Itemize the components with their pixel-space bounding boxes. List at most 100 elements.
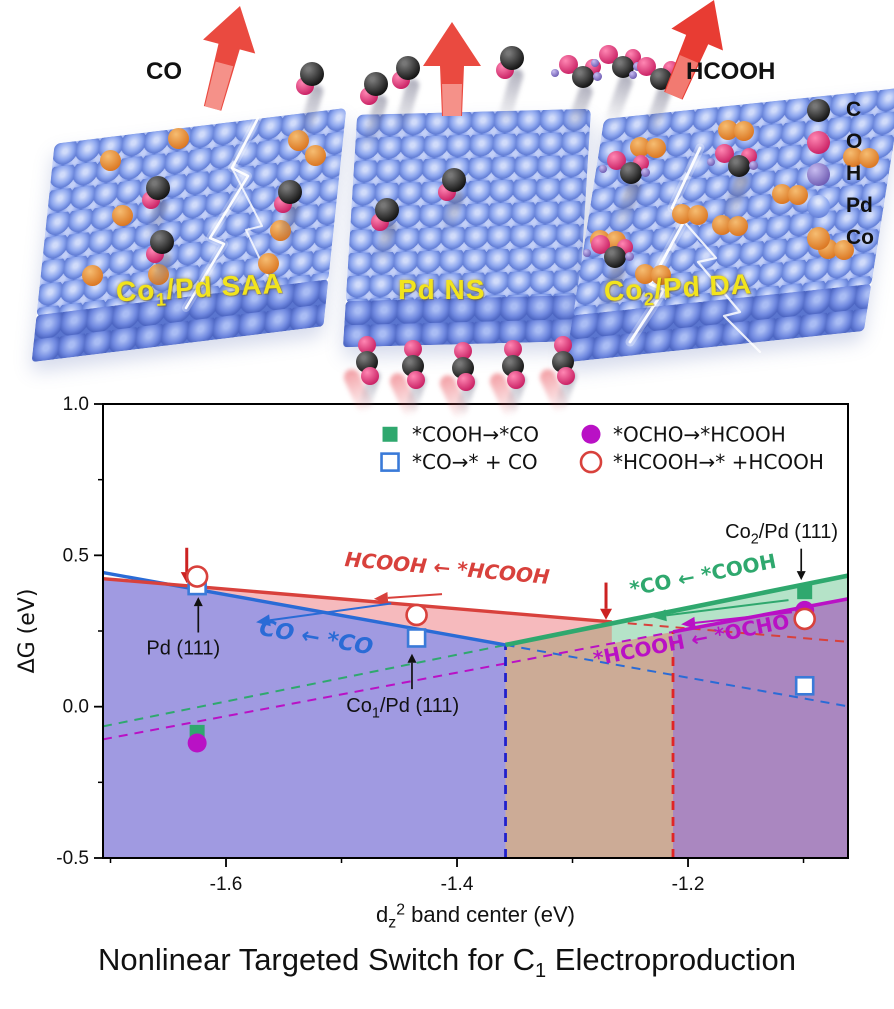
c-atom [364, 72, 388, 96]
atom-legend-row: H [807, 158, 886, 190]
h-atom-icon [807, 162, 830, 186]
o-atom [454, 342, 472, 360]
pd-atom-icon [807, 194, 830, 218]
o-atom [407, 371, 425, 389]
hcooh-release-arrow [664, 0, 723, 100]
svg-text:dz2 band center (eV): dz2 band center (eV) [376, 902, 575, 932]
atom-symbol: H [846, 162, 862, 185]
atom-color-legend: C O H Pd Co [807, 94, 886, 254]
c-atom [612, 56, 634, 78]
svg-text:*OCHO→*HCOOH: *OCHO→*HCOOH [613, 422, 786, 446]
atom-legend-row: Pd [807, 190, 886, 222]
product-label-co: CO [146, 58, 182, 85]
atom-legend-row: Co [807, 222, 886, 254]
o-atom [507, 371, 525, 389]
o-atom [496, 61, 514, 79]
c-atom [356, 351, 378, 373]
data-point-marker [185, 565, 209, 588]
o-atom [559, 55, 578, 74]
data-point-marker [794, 675, 815, 696]
c-atom [452, 357, 474, 379]
slab-pd-ns [342, 108, 592, 348]
svg-text:Co1/Pd (111): Co1/Pd (111) [346, 695, 459, 721]
data-point-marker [406, 628, 427, 648]
c-atom [300, 62, 324, 86]
hcooh-desorption-line-extrapolated [611, 620, 849, 643]
c-atom [396, 56, 420, 80]
free-energy-chart: -1.6 -1.4 -1.2 1.0 0.5 0.0 -0.5 dz2 band center… [15, 394, 849, 932]
o-atom [557, 367, 575, 385]
svg-text:-1.4: -1.4 [441, 874, 474, 895]
svg-text:-1.2: -1.2 [672, 874, 705, 895]
atom-legend-row: C [807, 94, 886, 126]
c-atom [402, 355, 424, 377]
h-atom [629, 71, 637, 79]
svg-text:-1.6: -1.6 [210, 874, 243, 895]
co-desorption-line-extrapolated [505, 643, 849, 708]
c-atom-icon [807, 98, 830, 122]
svg-text:*CO→* + CO: *CO→* + CO [412, 450, 538, 474]
svg-text:*COOH→*CO: *COOH→*CO [412, 422, 539, 446]
ocho-to-hcooh-line-extrapolated [102, 630, 674, 741]
phase-regions [103, 575, 848, 858]
hcooh-energy-region [165, 584, 612, 645]
svg-text:0.0: 0.0 [63, 697, 89, 718]
o-atom [360, 87, 378, 105]
svg-text:HCOOH ← *HCOOH: HCOOH ← *HCOOH [344, 547, 551, 589]
o-atom [625, 49, 641, 65]
atom-symbol: Co [846, 226, 874, 249]
data-point-marker [187, 733, 207, 753]
slab-co1-pd-saa [31, 107, 347, 363]
o-atom [392, 71, 410, 89]
hcooh-selective-region [673, 598, 848, 858]
atom-symbol: C [846, 98, 862, 121]
chart-legend: *COOH→*CO *CO→* + CO *OCHO→*HCOOH *HCOOH→* … [380, 422, 824, 474]
o-atom [663, 61, 679, 77]
data-point-marker [793, 607, 816, 631]
c-atom [572, 66, 594, 88]
cooh-to-co-line [505, 573, 849, 648]
o-atom-icon [807, 130, 830, 154]
o-atom [637, 57, 656, 76]
svg-text:*HCOOH→* +HCOOH: *HCOOH→* +HCOOH [613, 450, 824, 474]
co-release-arrow [203, 6, 256, 111]
svg-text:1.0: 1.0 [63, 394, 89, 415]
atom-symbol: Pd [846, 194, 873, 217]
o-atom [599, 45, 618, 64]
svg-text:-0.5: -0.5 [56, 848, 89, 869]
o-atom [457, 373, 475, 391]
figure-caption: Nonlinear Targeted Switch for C1 Electro… [97, 942, 797, 983]
h-atom [591, 59, 599, 67]
h-atom [671, 74, 680, 83]
cooh-energy-region [611, 575, 848, 644]
h-atom [633, 62, 642, 71]
c-atom [502, 355, 524, 377]
product-label-hcooh: HCOOH [686, 58, 776, 85]
c-atom [650, 68, 672, 90]
o-atom [361, 367, 379, 385]
slab-label-co2-pd-da: Co2/Pd DA [603, 268, 753, 310]
point-annotations: Pd (111) Co1/Pd (111) Co2/Pd (111) [146, 521, 838, 721]
transition-region [505, 611, 674, 858]
cooh-to-co-line-extrapolated [102, 643, 506, 728]
h-atom [593, 72, 602, 81]
slab-label-pd-ns: Pd NS [398, 274, 486, 305]
c-atom [500, 46, 524, 70]
svg-text:ΔG (eV): ΔG (eV) [15, 589, 40, 674]
h-atom [551, 69, 559, 77]
co-atom-icon [807, 226, 830, 250]
svg-text:Co2/Pd (111): Co2/Pd (111) [725, 521, 838, 547]
atom-symbol: O [846, 130, 863, 153]
middle-arrow [423, 22, 481, 116]
data-point-marker [405, 603, 428, 627]
o-atom [296, 77, 314, 95]
atom-legend-row: O [807, 126, 886, 158]
data-point-marker [797, 584, 813, 600]
svg-text:Pd (111): Pd (111) [146, 638, 220, 660]
o-atom [585, 59, 601, 75]
svg-text:0.5: 0.5 [63, 545, 89, 566]
co-selective-region [103, 578, 506, 858]
data-points [185, 565, 816, 753]
